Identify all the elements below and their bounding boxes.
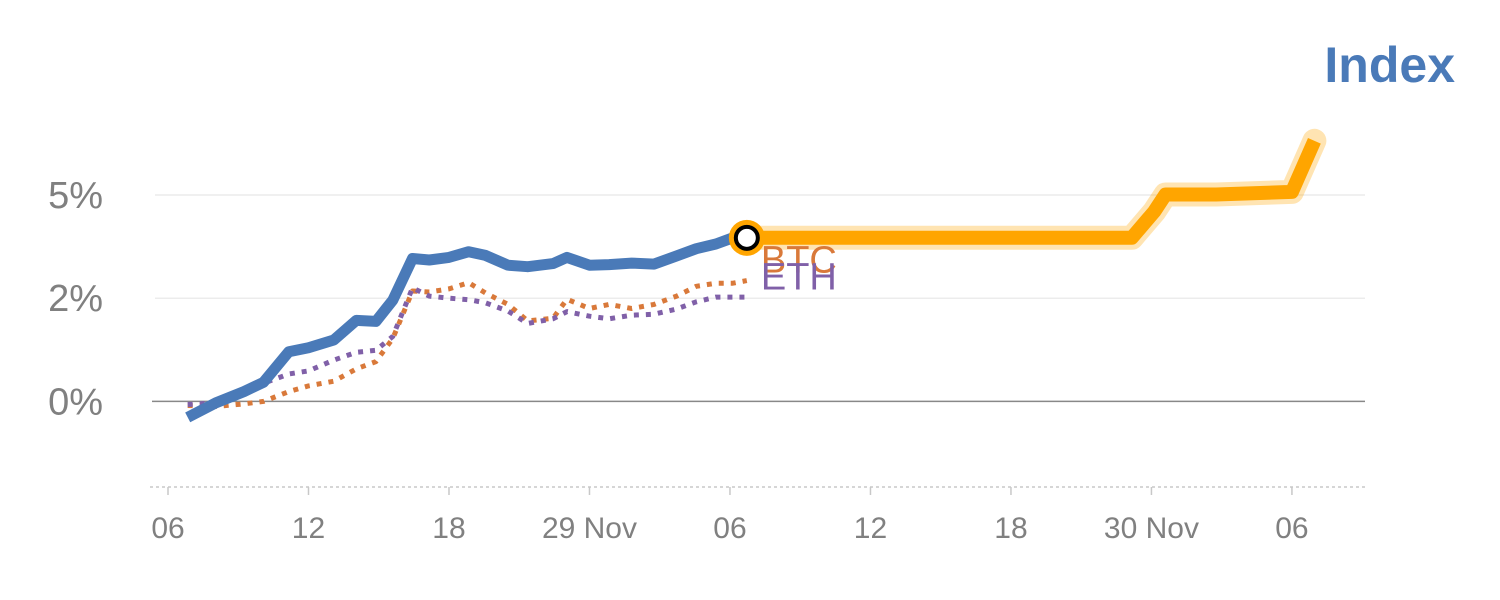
x-tick-label-1: 12 [292, 512, 325, 545]
series-label-btc: BTC [761, 239, 837, 281]
x-tick-label-8: 06 [1275, 512, 1308, 545]
y-tick-label-0: 0% [48, 381, 103, 423]
x-tick-label-0: 06 [151, 512, 184, 545]
x-tick-label-2: 18 [432, 512, 465, 545]
current-point-marker [733, 224, 760, 251]
y-tick-label-1: 2% [48, 278, 103, 320]
x-tick-label-4: 06 [713, 512, 746, 545]
x-tick-label-6: 18 [994, 512, 1027, 545]
index-series-line [185, 229, 748, 423]
chart-title: Index [1324, 37, 1455, 93]
x-tick-label-5: 12 [854, 512, 887, 545]
x-tick-label-3: 29 Nov [542, 512, 637, 545]
x-tick-label-7: 30 Nov [1104, 512, 1199, 545]
projection-series-line [746, 137, 1321, 245]
y-axis-ticks: 0% 2% 5% [48, 175, 103, 423]
y-tick-label-2: 5% [48, 175, 103, 217]
eth-series-line [187, 285, 747, 407]
series-label-eth: ETH [761, 257, 837, 299]
btc-series-line [187, 278, 748, 409]
plot-series [185, 128, 1327, 423]
x-axis-ticks: 06 12 18 29 Nov 06 12 18 30 Nov 06 [151, 487, 1309, 545]
